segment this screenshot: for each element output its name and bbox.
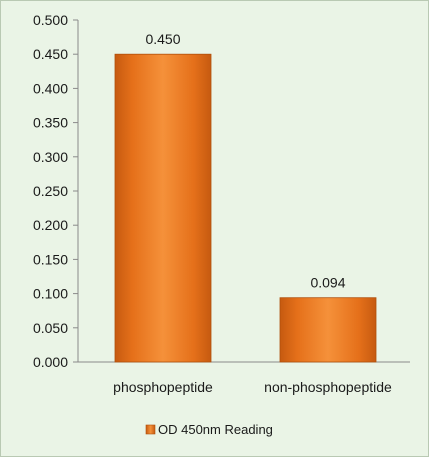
y-tick-label: 0.050 <box>33 320 68 336</box>
legend-swatch <box>145 424 156 435</box>
y-tick-label: 0.000 <box>33 354 68 370</box>
data-label-phosphopeptide: 0.450 <box>145 31 180 47</box>
legend-label-od-450nm: OD 450nm Reading <box>158 422 273 437</box>
y-tick-label: 0.500 <box>33 12 68 28</box>
y-tick-label: 0.300 <box>33 149 68 165</box>
legend: OD 450nm Reading <box>145 422 273 437</box>
y-tick-label: 0.450 <box>33 46 68 62</box>
y-tick-label: 0.250 <box>33 183 68 199</box>
y-tick-label: 0.350 <box>33 115 68 131</box>
y-tick-label: 0.400 <box>33 80 68 96</box>
y-tick-label: 0.100 <box>33 286 68 302</box>
bar-phosphopeptide <box>114 53 212 363</box>
bar-non-phosphopeptide <box>279 297 377 363</box>
y-tick-label: 0.150 <box>33 251 68 267</box>
data-label-non-phosphopeptide: 0.094 <box>310 275 345 291</box>
category-label-phosphopeptide: phosphopeptide <box>113 379 213 395</box>
category-label-non-phosphopeptide: non-phosphopeptide <box>264 379 392 395</box>
y-tick-label: 0.200 <box>33 217 68 233</box>
